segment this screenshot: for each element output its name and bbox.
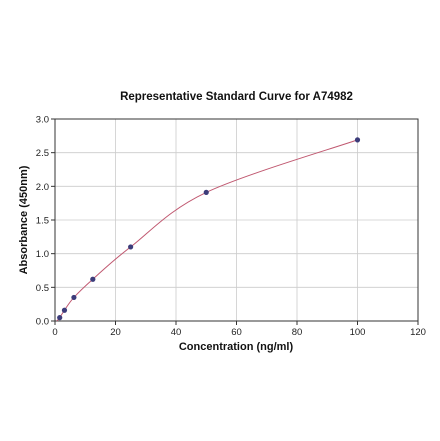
x-axis-label: Concentration (ng/ml) [179,341,294,353]
x-tick-label: 120 [410,327,426,338]
y-tick-label: 2.0 [36,182,49,193]
y-axis: 0.0 0.5 1.0 1.5 2.0 2.5 3.0 [36,115,55,328]
x-tick-label: 100 [350,327,366,338]
data-point [57,315,63,321]
data-point [354,137,361,143]
y-tick-label: 1.0 [36,249,49,260]
y-axis-label: Absorbance (450nm) [18,165,30,274]
x-tick-label: 40 [171,327,182,338]
y-tick-label: 2.5 [36,148,49,159]
x-tick-label: 20 [110,327,121,338]
data-points [57,137,361,321]
y-tick-label: 0.0 [36,317,49,328]
x-tick-label: 80 [292,327,303,338]
grid [54,118,419,322]
x-axis: 0 20 40 60 80 100 120 [52,321,426,338]
data-point [203,189,209,195]
x-tick-label: 60 [231,327,242,338]
y-tick-label: 3.0 [36,115,49,126]
data-point [128,244,134,250]
x-tick-label: 0 [52,327,57,338]
fit-curve [56,139,358,322]
data-point [71,294,77,301]
data-point [61,307,68,313]
y-tick-label: 1.5 [36,216,49,227]
chart-title: Representative Standard Curve for A74982 [120,91,353,103]
y-tick-label: 0.5 [36,283,49,294]
data-point [90,276,96,282]
